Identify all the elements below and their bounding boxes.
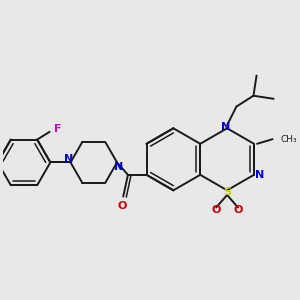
Text: O: O (212, 206, 221, 215)
Text: N: N (255, 170, 264, 180)
Text: N: N (114, 162, 123, 172)
Text: N: N (221, 122, 230, 132)
Text: N: N (64, 154, 74, 164)
Text: F: F (54, 124, 62, 134)
Text: CH₃: CH₃ (280, 135, 297, 144)
Text: O: O (233, 206, 243, 215)
Text: O: O (117, 201, 126, 211)
Text: S: S (223, 187, 231, 197)
